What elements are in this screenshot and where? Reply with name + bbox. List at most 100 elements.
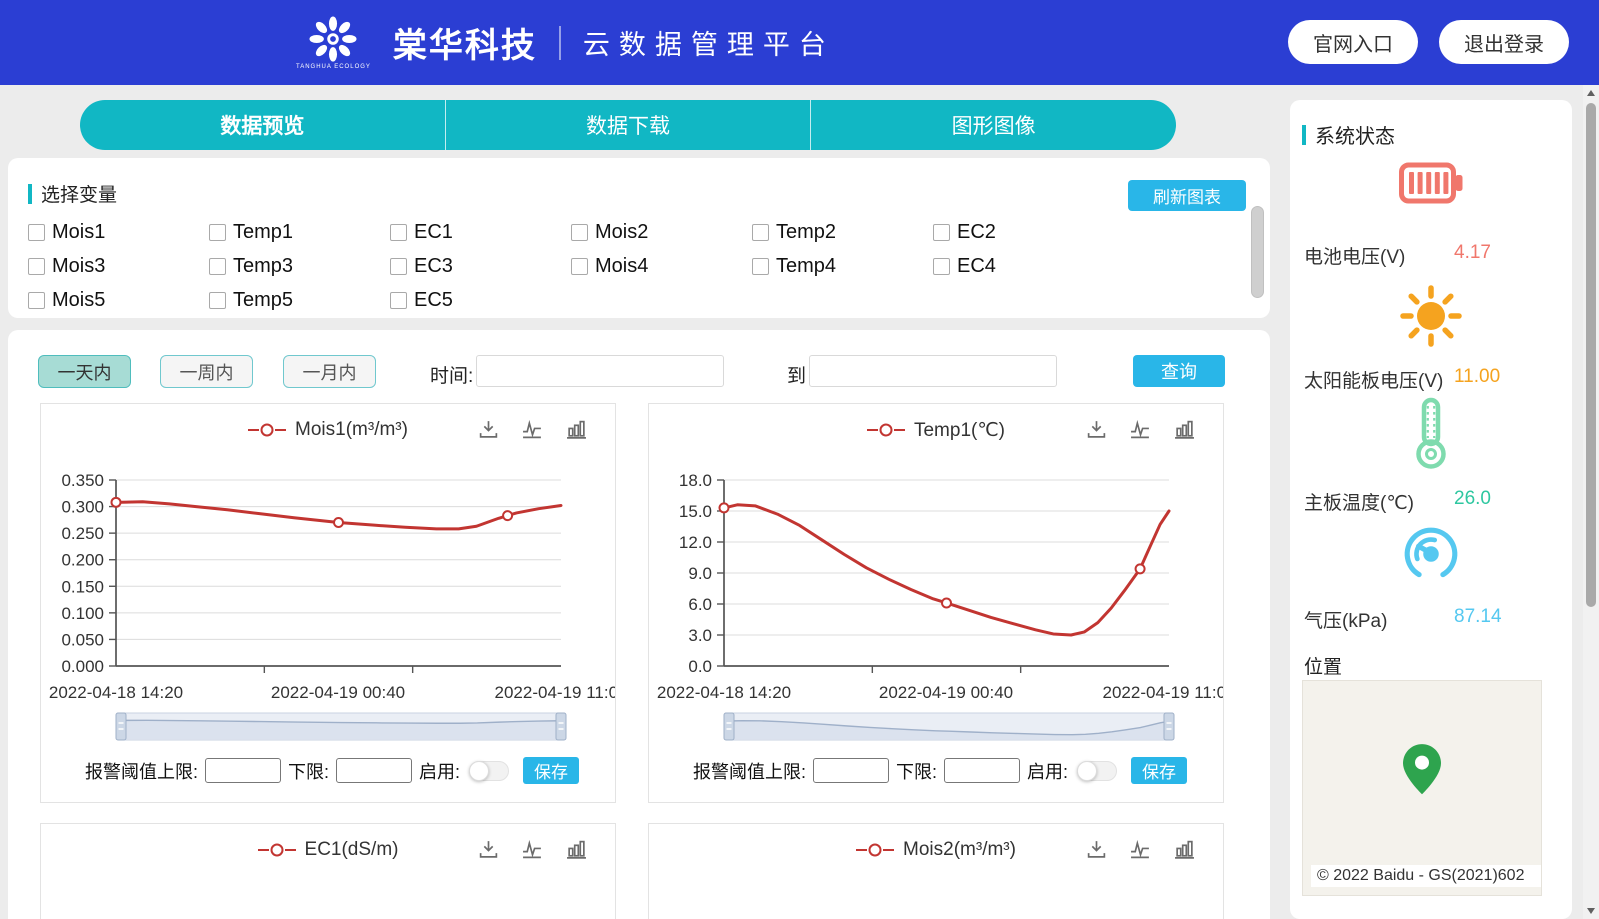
variable-checkbox-mois3[interactable]: Mois3 [28, 254, 209, 278]
checkbox-icon[interactable] [209, 291, 226, 309]
chart-legend[interactable]: Temp1(℃) [866, 419, 1005, 442]
toolbox-bar-chart-button[interactable] [566, 419, 587, 440]
toolbox-bar-chart-button[interactable] [1174, 839, 1195, 860]
variable-checkbox-ec4[interactable]: EC4 [933, 254, 1114, 278]
variable-checkbox-mois5[interactable]: Mois5 [28, 288, 209, 312]
legend-line-marker-icon [257, 843, 296, 857]
official-site-button[interactable]: 官网入口 [1288, 20, 1418, 64]
thermometer-icon [1416, 397, 1446, 469]
checkbox-icon[interactable] [390, 223, 407, 241]
location-map[interactable]: © 2022 Baidu - GS(2021)602 [1302, 680, 1542, 896]
range-one-month-button[interactable]: 一月内 [283, 355, 376, 388]
tab-data-preview[interactable]: 数据预览 [80, 100, 446, 150]
query-button[interactable]: 查询 [1133, 355, 1225, 387]
air-pressure-label: 气压(kPa) [1304, 611, 1388, 632]
data-zoom-handle[interactable] [555, 712, 567, 741]
checkbox-icon[interactable] [209, 223, 226, 241]
alarm-enable-toggle[interactable] [1077, 760, 1118, 781]
checkbox-icon[interactable] [390, 291, 407, 309]
alarm-enable-toggle[interactable] [469, 760, 510, 781]
download-icon [479, 421, 498, 438]
toolbox-bar-chart-button[interactable] [1174, 419, 1195, 440]
toolbox-download-button[interactable] [1086, 839, 1107, 860]
alarm-save-button[interactable]: 保存 [523, 757, 580, 784]
variable-checkbox-ec2[interactable]: EC2 [933, 220, 1114, 244]
variable-checkbox-mois2[interactable]: Mois2 [571, 220, 752, 244]
variable-checkbox-ec5[interactable]: EC5 [390, 288, 571, 312]
variable-checkbox-temp4[interactable]: Temp4 [752, 254, 933, 278]
variable-label: Temp2 [776, 220, 837, 243]
chart-legend[interactable]: Mois2(m³/m³) [856, 839, 1016, 861]
variable-checkbox-temp1[interactable]: Temp1 [209, 220, 390, 244]
toolbox-line-chart-button[interactable] [522, 419, 543, 440]
checkbox-icon[interactable] [28, 291, 45, 309]
variable-label: Temp1 [233, 220, 294, 243]
to-label: 到 [787, 366, 807, 387]
logout-button[interactable]: 退出登录 [1439, 20, 1569, 64]
scrollbar-up-arrow-icon[interactable] [1587, 90, 1595, 96]
variable-checkbox-mois1[interactable]: Mois1 [28, 220, 209, 244]
toolbox-line-chart-button[interactable] [522, 839, 543, 860]
alarm-lower-input[interactable] [944, 758, 1021, 783]
checkbox-icon[interactable] [28, 257, 45, 275]
svg-text:0.250: 0.250 [61, 524, 104, 543]
solar-voltage-label: 太阳能板电压(V) [1304, 371, 1444, 392]
page-scrollbar[interactable] [1583, 85, 1599, 919]
toolbox-line-chart-button[interactable] [1130, 419, 1151, 440]
toolbox-download-button[interactable] [1086, 419, 1107, 440]
tab-graphics[interactable]: 图形图像 [951, 115, 1036, 138]
scrollbar-thumb[interactable] [1586, 103, 1596, 607]
checkbox-icon[interactable] [933, 257, 950, 275]
title-accent-bar [1302, 124, 1306, 145]
range-one-day-button[interactable]: 一天内 [38, 355, 131, 388]
scrollbar-down-arrow-icon[interactable] [1587, 908, 1595, 914]
air-pressure-row: 气压(kPa) 87.14 [1304, 606, 1558, 633]
variable-checkbox-temp5[interactable]: Temp5 [209, 288, 390, 312]
checkbox-icon[interactable] [571, 257, 588, 275]
variable-label: EC5 [414, 288, 453, 311]
checkbox-icon[interactable] [752, 223, 769, 241]
variable-checkbox-temp3[interactable]: Temp3 [209, 254, 390, 278]
alarm-upper-input[interactable] [813, 758, 890, 783]
checkbox-icon[interactable] [752, 257, 769, 275]
data-zoom-handle[interactable] [1163, 712, 1175, 741]
time-label: 时间: [430, 366, 474, 387]
toggle-knob [469, 760, 490, 781]
chart-legend[interactable]: Mois1(m³/m³) [248, 419, 408, 441]
brand-logo: TANGHUA ECOLOGY [296, 15, 371, 70]
checkbox-icon[interactable] [390, 257, 407, 275]
variable-checkbox-temp2[interactable]: Temp2 [752, 220, 933, 244]
data-zoom-slider[interactable] [723, 710, 1175, 743]
toolbox-download-button[interactable] [478, 839, 499, 860]
page-content: 数据预览 数据下载 图形图像 选择变量 刷新图表 Mois1 Temp1 EC1 Mo… [0, 85, 1599, 919]
checkbox-icon[interactable] [28, 223, 45, 241]
tab-data-download[interactable]: 数据下载 [446, 100, 812, 150]
variable-checkbox-ec3[interactable]: EC3 [390, 254, 571, 278]
checkbox-icon[interactable] [571, 223, 588, 241]
time-start-input[interactable] [476, 355, 724, 387]
alarm-upper-input[interactable] [205, 758, 282, 783]
toolbox-download-button[interactable] [478, 419, 499, 440]
alarm-save-button[interactable]: 保存 [1131, 757, 1188, 784]
data-zoom-handle[interactable] [115, 712, 127, 741]
variable-select-panel: 选择变量 刷新图表 Mois1 Temp1 EC1 Mois2 Temp2 EC2 Mois… [8, 158, 1270, 318]
refresh-charts-button[interactable]: 刷新图表 [1128, 180, 1246, 211]
time-end-input[interactable] [809, 355, 1057, 387]
header-divider [558, 25, 561, 60]
alarm-lower-input[interactable] [336, 758, 413, 783]
checkbox-icon[interactable] [209, 257, 226, 275]
data-zoom-slider[interactable] [115, 710, 567, 743]
range-one-week-button[interactable]: 一周内 [160, 355, 253, 388]
data-zoom-handle[interactable] [723, 712, 735, 741]
variable-panel-scrollbar[interactable] [1251, 206, 1264, 298]
variable-checkbox-mois4[interactable]: Mois4 [571, 254, 752, 278]
legend-line-marker-icon [866, 423, 905, 437]
variable-checkbox-ec1[interactable]: EC1 [390, 220, 571, 244]
chart-legend[interactable]: EC1(dS/m) [257, 839, 398, 861]
checkbox-icon[interactable] [933, 223, 950, 241]
flower-logo-icon [309, 16, 357, 62]
toolbox-line-chart-button[interactable] [1130, 839, 1151, 860]
svg-text:0.100: 0.100 [61, 604, 104, 623]
toolbox-bar-chart-button[interactable] [566, 839, 587, 860]
alarm-enable-label: 启用: [1027, 761, 1069, 782]
